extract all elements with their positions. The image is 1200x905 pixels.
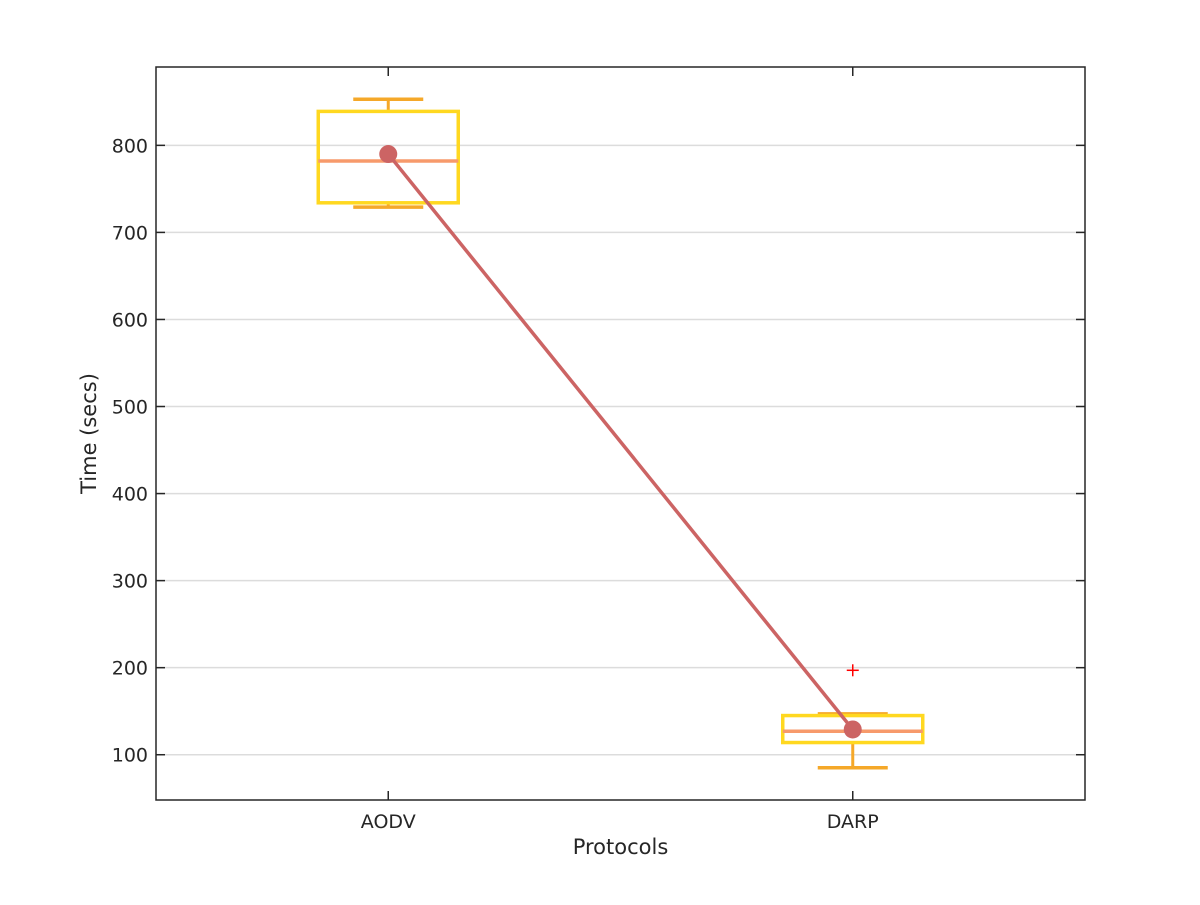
y-tick-label-200: 200 [112,658,148,680]
y-tick-label-400: 400 [112,484,148,506]
y-tick-label-700: 700 [112,222,148,244]
mean-line-layer [379,145,862,739]
outlier-darp-0 [846,664,859,677]
y-tick-label-300: 300 [112,571,148,593]
x-tick-label-aodv: AODV [361,811,416,833]
y-tick-label-100: 100 [112,745,148,767]
y-axis-label: Time (secs) [77,373,101,495]
tick-layer: 100 200 300 400 500 600 700 800 AODV DARP [112,67,1085,833]
box-aodv [316,109,460,205]
y-tick-label-600: 600 [112,309,148,331]
x-tick-label-darp: DARP [827,811,879,833]
mean-marker-darp [843,720,862,739]
box-darp [781,713,925,745]
grid-layer [156,144,1085,756]
y-tick-label-500: 500 [112,397,148,419]
x-axis-label: Protocols [573,835,669,859]
y-tick-label-800: 800 [112,135,148,157]
plot-frame [155,66,1086,801]
mean-marker-aodv [379,145,398,164]
mean-line [386,152,855,731]
